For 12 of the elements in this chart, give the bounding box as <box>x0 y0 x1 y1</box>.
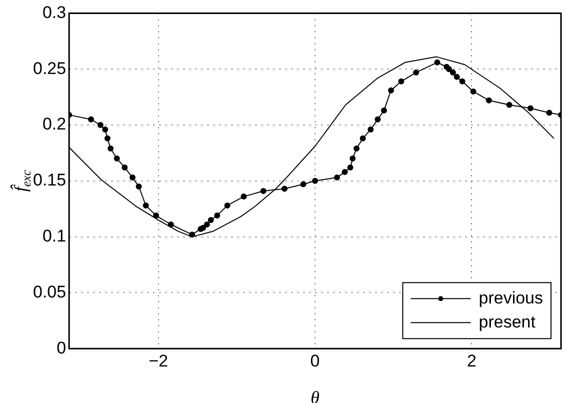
legend-label: previous <box>478 288 544 308</box>
x-tick-label: −2 <box>148 351 168 370</box>
x-tick-label: 2 <box>466 351 476 370</box>
y-tick-label: 0 <box>56 338 66 358</box>
y-tick-label: 0.3 <box>42 2 66 22</box>
y-tick-label: 0.1 <box>42 226 66 246</box>
y-tick-label: 0.25 <box>32 58 66 78</box>
y-tick-label: 0.05 <box>32 282 66 302</box>
x-tick-label: 0 <box>310 351 320 370</box>
y-tick-label: 0.15 <box>32 170 66 190</box>
legend-label: present <box>478 312 536 332</box>
y-tick-label: 0.2 <box>42 114 66 134</box>
